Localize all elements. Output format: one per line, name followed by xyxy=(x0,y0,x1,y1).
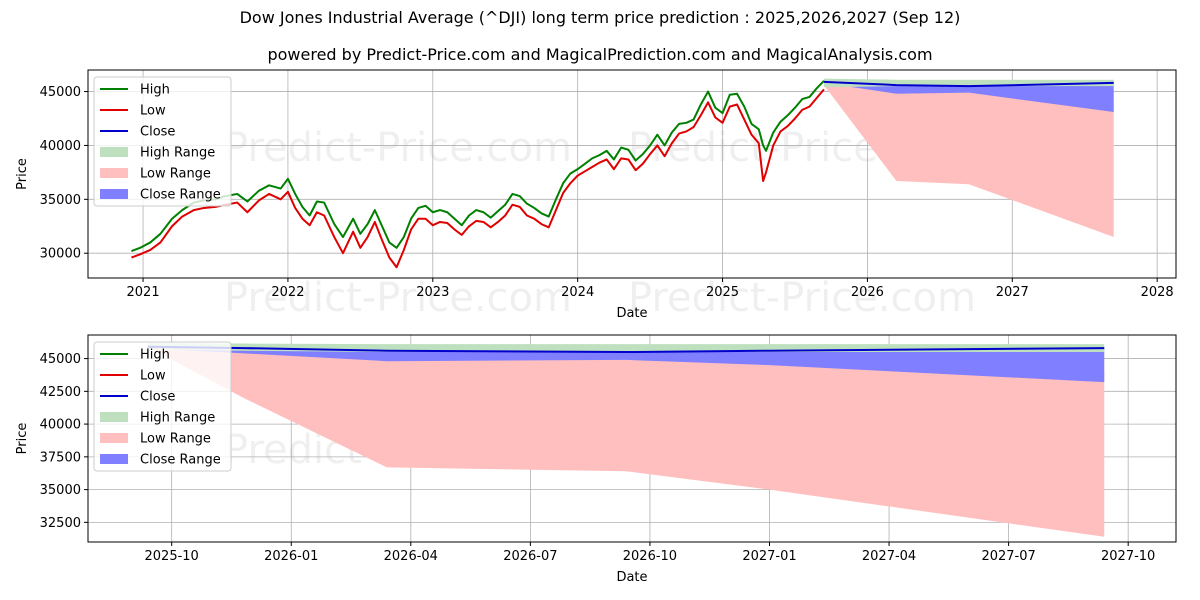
x-tick-label: 2026-07 xyxy=(503,549,557,564)
legend-swatch-patch xyxy=(100,168,128,178)
legend-label: Low Range xyxy=(140,167,211,182)
low-range-band xyxy=(147,345,1105,537)
x-tick-label: 2027-04 xyxy=(862,549,916,564)
y-axis-label: Price xyxy=(15,423,30,455)
x-tick-label: 2026-04 xyxy=(384,549,438,564)
legend-swatch-patch xyxy=(100,147,128,157)
legend-label: Close Range xyxy=(140,453,221,468)
y-tick-label: 45000 xyxy=(40,85,81,100)
x-tick-label: 2021 xyxy=(127,285,160,300)
watermark: Predict-Price.com xyxy=(224,275,572,321)
low-series-line xyxy=(131,88,825,269)
y-tick-label: 30000 xyxy=(40,247,81,262)
legend-label: High xyxy=(140,348,170,363)
x-tick-label: 2022 xyxy=(271,285,304,300)
y-tick-label: 35000 xyxy=(40,483,81,498)
plot-area xyxy=(131,78,1114,269)
x-tick-label: 2027-01 xyxy=(742,549,796,564)
x-tick-label: 2025 xyxy=(706,285,739,300)
axes-frame xyxy=(87,334,1177,543)
x-tick-label: 2027 xyxy=(996,285,1029,300)
high-range-band xyxy=(147,342,1105,353)
watermark: Predict-Price.com xyxy=(224,125,572,171)
legend-swatch-patch xyxy=(100,189,128,199)
x-axis-label: Date xyxy=(616,306,647,321)
legend-label: High Range xyxy=(140,411,215,426)
x-tick-label: 2028 xyxy=(1141,285,1174,300)
close-range-band xyxy=(147,345,1105,383)
legend-label: Close Range xyxy=(140,188,221,203)
x-axis-label: Date xyxy=(616,570,647,585)
legend-box xyxy=(93,341,232,472)
y-tick-label: 35000 xyxy=(40,193,81,208)
x-tick-label: 2024 xyxy=(561,285,594,300)
legend-label: High xyxy=(140,83,170,98)
y-tick-label: 45000 xyxy=(40,352,81,367)
chart-title: Dow Jones Industrial Average (^DJI) long… xyxy=(239,8,961,27)
x-tick-label: 2026-10 xyxy=(623,549,677,564)
close-forecast-line xyxy=(823,80,1114,88)
y-axis-label: Price xyxy=(15,158,30,190)
legend-swatch-patch xyxy=(100,433,128,443)
legend-swatch-patch xyxy=(100,412,128,422)
y-tick-label: 37500 xyxy=(40,450,81,465)
close-range-band xyxy=(823,80,1114,113)
x-tick-label: 2027-10 xyxy=(1101,549,1155,564)
legend-label: Low xyxy=(140,369,166,384)
chart-subtitle: powered by Predict-Price.com and Magical… xyxy=(267,45,933,64)
x-tick-label: 2026 xyxy=(851,285,884,300)
legend-label: High Range xyxy=(140,146,215,161)
panel-top: Predict-Price.com Predict-Price.com Predic… xyxy=(15,69,1177,321)
legend-label: Close xyxy=(140,390,175,405)
legend-swatch-patch xyxy=(100,454,128,464)
x-tick-label: 2026-01 xyxy=(264,549,318,564)
y-tick-label: 40000 xyxy=(40,139,81,154)
legend-box xyxy=(93,76,232,207)
y-tick-label: 42500 xyxy=(40,385,81,400)
panel-bottom: Predict-Price.comPredict-Price.com2025-1… xyxy=(15,334,1177,585)
y-tick-label: 40000 xyxy=(40,418,81,433)
y-tick-label: 32500 xyxy=(40,516,81,531)
legend-label: Low xyxy=(140,104,166,119)
watermark: Predict-Price.com xyxy=(628,275,976,321)
high-series-line xyxy=(131,80,825,252)
x-tick-label: 2025-10 xyxy=(145,549,199,564)
axes-frame xyxy=(87,69,1177,279)
legend-label: Low Range xyxy=(140,432,211,447)
low-range-band xyxy=(823,82,1114,238)
x-tick-label: 2023 xyxy=(416,285,449,300)
legend-label: Close xyxy=(140,125,175,140)
x-tick-label: 2027-07 xyxy=(981,549,1035,564)
